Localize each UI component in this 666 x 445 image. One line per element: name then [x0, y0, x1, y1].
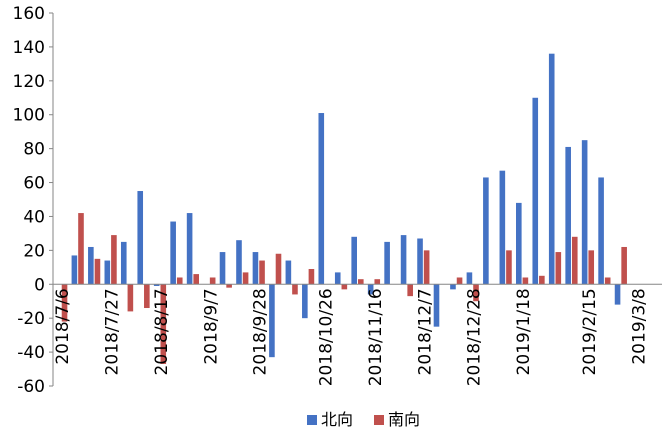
bar-north: [219, 252, 226, 285]
bar-north: [334, 272, 341, 285]
bar-south: [423, 250, 430, 285]
y-tick-label: -40: [17, 343, 45, 363]
bar-north: [417, 238, 423, 285]
bar-north: [367, 284, 374, 295]
bar-north: [302, 284, 308, 319]
bar-south: [621, 246, 627, 285]
bar-north: [269, 284, 275, 358]
bar-south: [127, 284, 134, 312]
bar-south: [588, 250, 595, 285]
bar-south: [259, 260, 265, 285]
bar-south: [407, 284, 413, 297]
bar-south: [61, 284, 68, 322]
x-tick-label: 2018/7/6: [53, 288, 73, 364]
legend-swatch-south: [374, 415, 384, 425]
x-tick-label: 2018/7/27: [103, 288, 123, 375]
bar-north: [499, 170, 506, 285]
bar-north: [614, 284, 621, 305]
bar-north: [351, 236, 357, 285]
bar-north: [71, 255, 78, 285]
bar-south: [209, 277, 216, 285]
bar-north: [170, 221, 176, 285]
bar-south: [604, 277, 611, 285]
bar-south: [555, 252, 562, 285]
x-tick-label: 2019/2/15: [580, 288, 600, 375]
y-tick-label: -20: [17, 309, 45, 329]
bar-north: [252, 252, 259, 285]
bar-south: [374, 279, 381, 285]
bar-north: [450, 284, 456, 290]
bar-north: [104, 260, 111, 285]
y-tick-label: 0: [34, 275, 45, 295]
bar-south: [176, 277, 183, 285]
bar-south: [111, 235, 117, 285]
bar-south: [473, 284, 479, 302]
bar-south: [226, 284, 232, 288]
bar-north: [433, 284, 440, 327]
bar-north: [137, 191, 144, 285]
bar-south: [341, 284, 348, 290]
bar-south: [358, 279, 364, 285]
x-tick-label: 2019/3/8: [629, 288, 649, 364]
x-tick-label: 2019/1/18: [514, 288, 534, 375]
bar-north: [384, 241, 390, 285]
bar-south: [193, 274, 200, 285]
bar-north: [318, 113, 325, 285]
bar-north: [88, 246, 94, 285]
bar-south: [456, 277, 463, 285]
x-tick-label: 2018/11/16: [366, 288, 386, 386]
bar-north: [565, 146, 571, 285]
y-tick-label: 160: [13, 4, 45, 24]
y-tick-label: -60: [17, 377, 45, 397]
bar-north: [483, 177, 489, 285]
bar-north: [532, 97, 539, 285]
bar-north: [466, 272, 473, 285]
bar-south: [78, 213, 84, 285]
x-tick-label: 2018/8/17: [152, 288, 172, 375]
x-tick-label: 2018/12/7: [415, 288, 435, 375]
x-tick-label: 2018/9/28: [251, 288, 271, 375]
x-tick-label: 2018/12/28: [465, 288, 485, 386]
bar-north: [153, 284, 160, 286]
legend-label-north: 北向: [321, 410, 353, 429]
bar-south: [571, 236, 578, 285]
y-tick-label: 100: [13, 106, 45, 126]
bar-north: [581, 140, 588, 285]
bar-north: [236, 240, 242, 285]
bar-south: [242, 272, 249, 285]
bar-north: [120, 241, 127, 285]
bar-south: [522, 277, 529, 285]
bar-south: [292, 284, 298, 295]
bar-north: [516, 202, 522, 285]
bar-north: [285, 260, 292, 285]
legend-swatch-north: [307, 415, 317, 425]
x-tick-label: 2018/10/26: [317, 288, 337, 386]
bar-north: [186, 213, 193, 285]
bar-south: [308, 269, 315, 285]
legend-label-south: 南向: [388, 410, 420, 429]
y-tick-label: 80: [23, 140, 45, 160]
bar-north: [598, 177, 604, 285]
bar-south: [94, 258, 101, 285]
x-tick-label: 2018/9/7: [201, 288, 221, 364]
bar-south: [539, 275, 545, 285]
y-tick-label: 20: [23, 241, 45, 261]
y-tick-label: 140: [13, 38, 45, 58]
y-tick-label: 60: [23, 174, 45, 194]
bar-south: [144, 284, 150, 309]
bar-south: [160, 284, 167, 364]
bar-north: [548, 53, 555, 285]
y-tick-label: 120: [13, 72, 45, 92]
bar-south: [275, 253, 282, 285]
bar-south: [506, 250, 512, 285]
bar-north: [400, 235, 407, 285]
y-tick-label: 40: [23, 207, 45, 227]
